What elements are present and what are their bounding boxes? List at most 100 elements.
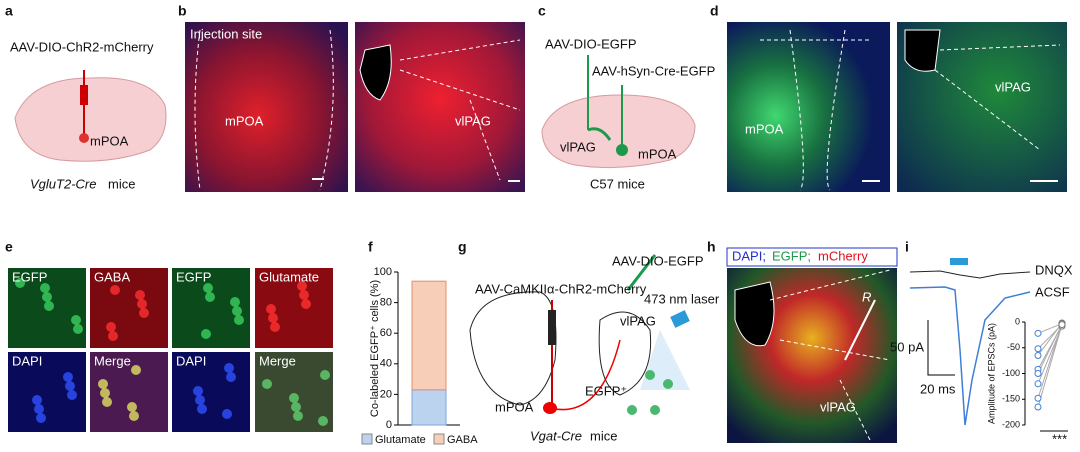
virus-label: AAV-CaMKIIα-ChR2-mCherry (475, 281, 647, 296)
bar-segment (411, 389, 447, 426)
panel-label: f (368, 239, 373, 255)
cell (289, 393, 299, 403)
mice-label: mice (108, 176, 135, 191)
region-label: vlPAG (820, 399, 856, 414)
tile-label: Merge (259, 353, 296, 368)
virus-label: AAV-DIO-ChR2-mCherry (10, 39, 154, 54)
legend-swatch (433, 433, 445, 445)
mice-label: mice (590, 428, 617, 443)
tile-label: Glutamate (259, 269, 319, 284)
cell (135, 290, 145, 300)
tile-label: EGFP (176, 269, 211, 284)
marker-label: R (862, 289, 871, 304)
region-label: vlPAG (560, 139, 596, 154)
cell (222, 409, 232, 419)
cell (193, 386, 203, 396)
point (1034, 380, 1042, 388)
y-tick-label: 40 (380, 358, 392, 370)
cell (67, 390, 77, 400)
cell (42, 292, 52, 302)
channel-label: EGFP; (772, 248, 811, 263)
cell (232, 306, 242, 316)
y-tick-label: -200 (1002, 419, 1020, 429)
cell (40, 283, 50, 293)
legend-label: Glutamate (375, 434, 426, 446)
y-tick-label: 20 (380, 388, 392, 400)
legend-swatch (361, 433, 373, 445)
cell (98, 379, 108, 389)
cell (293, 411, 303, 421)
cell (15, 278, 25, 288)
panel-label: d (710, 3, 719, 19)
cell (44, 301, 54, 311)
cell (32, 395, 42, 405)
region-label: mPOA (225, 113, 264, 128)
y-tick-label: -50 (1007, 342, 1020, 352)
cell (65, 381, 75, 391)
illustrations (8, 22, 1067, 443)
y-axis-label: Amplitude of EPSCs (pA) (986, 323, 996, 424)
tile-label: EGFP (12, 269, 47, 284)
y-tick-label: -100 (1002, 368, 1020, 378)
micrograph (90, 268, 168, 348)
region-label: vlPAG (620, 313, 656, 328)
cell (205, 292, 215, 302)
cell (34, 404, 44, 414)
cell (266, 304, 276, 314)
point (1058, 321, 1066, 329)
tile-label: GABA (94, 269, 130, 284)
cell (108, 331, 118, 341)
region-label: vlPAG (995, 79, 1031, 94)
laser-label: 473 nm laser (644, 291, 720, 306)
y-tick-label: -150 (1002, 394, 1020, 404)
legend-label: GABA (447, 434, 478, 446)
y-tick-label: 0 (386, 419, 392, 431)
panel-label: b (178, 3, 187, 19)
point (1034, 351, 1042, 359)
tile-label: Merge (94, 353, 131, 368)
region-label: mPOA (745, 121, 784, 136)
pair-line (1037, 324, 1063, 408)
channel-label: mCherry (818, 248, 868, 263)
cell (297, 281, 307, 291)
pair-line (1037, 323, 1063, 334)
point (1034, 345, 1042, 353)
region-label: vlPAG (455, 113, 491, 128)
cell (201, 329, 211, 339)
cell (318, 416, 328, 426)
virus-label: AAV-DIO-EGFP (612, 253, 704, 268)
cell (301, 299, 311, 309)
cell (63, 372, 73, 382)
cell (226, 372, 236, 382)
region-label: mPOA (495, 399, 534, 414)
cell (270, 322, 280, 332)
cell (203, 283, 213, 293)
point (1034, 394, 1042, 402)
channel-label: DAPI; (732, 248, 766, 263)
cell (195, 395, 205, 405)
point (1034, 370, 1042, 377)
mice-label: C57 mice (590, 176, 645, 191)
cell (139, 308, 149, 318)
cell (129, 411, 139, 421)
scale-label: 20 ms (920, 381, 956, 396)
y-tick-label: 0 (1015, 316, 1020, 326)
virus-label: AAV-hSyn-Cre-EGFP (592, 63, 715, 78)
panel-label: e (5, 239, 13, 255)
cell (299, 290, 309, 300)
cell (102, 397, 112, 407)
region-label: mPOA (90, 133, 129, 148)
point (1034, 403, 1042, 411)
mouse-line: Vgat-Cre (530, 428, 582, 443)
cell (224, 363, 234, 373)
trace-label: DNQX (1035, 262, 1073, 277)
point (1034, 329, 1042, 337)
bar-segment (411, 280, 447, 391)
significance: *** (1052, 431, 1067, 446)
panel-label: a (5, 3, 13, 19)
mouse-line: VgluT2-Cre (30, 176, 96, 191)
y-tick-label: 80 (380, 297, 392, 309)
cell (230, 297, 240, 307)
